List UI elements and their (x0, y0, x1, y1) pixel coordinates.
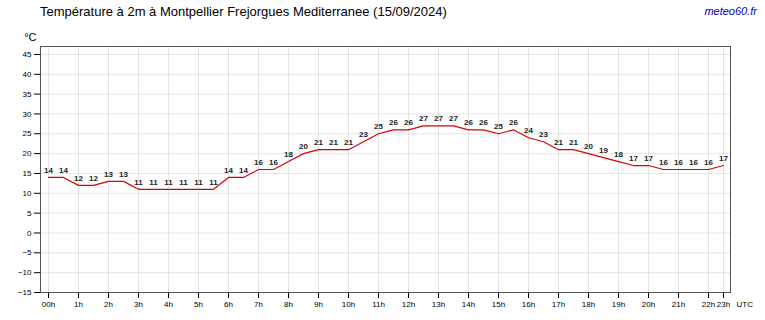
svg-text:7h: 7h (254, 300, 263, 309)
svg-text:20: 20 (23, 149, 32, 158)
svg-text:27: 27 (419, 114, 428, 123)
svg-text:13h: 13h (432, 300, 445, 309)
svg-text:23: 23 (539, 130, 548, 139)
svg-text:20: 20 (299, 142, 308, 151)
svg-text:17: 17 (644, 154, 653, 163)
svg-text:16: 16 (704, 158, 713, 167)
svg-text:26: 26 (479, 118, 488, 127)
svg-text:15h: 15h (492, 300, 505, 309)
svg-text:21: 21 (344, 138, 353, 147)
svg-text:14: 14 (59, 166, 68, 175)
svg-text:23: 23 (359, 130, 368, 139)
svg-text:16: 16 (254, 158, 263, 167)
svg-text:25: 25 (23, 129, 32, 138)
svg-text:1h: 1h (74, 300, 83, 309)
svg-text:15: 15 (23, 169, 32, 178)
svg-text:10: 10 (23, 189, 32, 198)
svg-text:17: 17 (719, 154, 728, 163)
svg-text:0: 0 (27, 229, 32, 238)
svg-text:23h: 23h (717, 300, 730, 309)
svg-text:21: 21 (314, 138, 323, 147)
svg-text:40: 40 (23, 70, 32, 79)
svg-text:14: 14 (239, 166, 248, 175)
svg-text:12: 12 (74, 174, 83, 183)
svg-text:16: 16 (659, 158, 668, 167)
svg-text:16h: 16h (522, 300, 535, 309)
svg-text:13: 13 (104, 170, 113, 179)
svg-text:30: 30 (23, 110, 32, 119)
svg-text:11: 11 (179, 178, 188, 187)
svg-text:−10: −10 (18, 268, 32, 277)
svg-text:−5: −5 (22, 248, 32, 257)
svg-text:26: 26 (509, 118, 518, 127)
svg-text:14: 14 (44, 166, 53, 175)
svg-text:27: 27 (449, 114, 458, 123)
svg-text:11: 11 (149, 178, 158, 187)
svg-text:21: 21 (569, 138, 578, 147)
svg-text:4h: 4h (164, 300, 173, 309)
svg-text:20: 20 (584, 142, 593, 151)
svg-text:22h: 22h (702, 300, 715, 309)
svg-text:°C: °C (24, 31, 36, 43)
svg-text:17h: 17h (552, 300, 565, 309)
svg-text:14h: 14h (462, 300, 475, 309)
svg-text:24: 24 (524, 126, 533, 135)
svg-text:00h: 00h (42, 300, 55, 309)
svg-text:12: 12 (89, 174, 98, 183)
svg-text:18h: 18h (582, 300, 595, 309)
svg-text:6h: 6h (224, 300, 233, 309)
svg-text:11: 11 (134, 178, 143, 187)
html-text:Température à 2m à Montpellier: Température à 2m à Montpellier Frejorgue… (40, 3, 447, 19)
svg-text:3h: 3h (134, 300, 143, 309)
svg-text:27: 27 (434, 114, 443, 123)
svg-text:18: 18 (614, 150, 623, 159)
svg-text:35: 35 (23, 90, 32, 99)
svg-text:19: 19 (599, 146, 608, 155)
svg-text:25: 25 (374, 122, 383, 131)
svg-text:9h: 9h (314, 300, 323, 309)
svg-text:11: 11 (164, 178, 173, 187)
html-text:meteo60.fr: meteo60.fr (704, 5, 757, 17)
svg-text:19h: 19h (612, 300, 625, 309)
svg-text:25: 25 (494, 122, 503, 131)
svg-text:−15: −15 (18, 288, 32, 297)
svg-text:11h: 11h (372, 300, 385, 309)
svg-text:17: 17 (629, 154, 638, 163)
svg-text:UTC: UTC (737, 300, 754, 309)
svg-text:11: 11 (194, 178, 203, 187)
svg-text:45: 45 (23, 50, 32, 59)
svg-text:21: 21 (554, 138, 563, 147)
svg-text:16: 16 (269, 158, 278, 167)
svg-text:26: 26 (404, 118, 413, 127)
svg-text:21h: 21h (672, 300, 685, 309)
svg-text:14: 14 (224, 166, 233, 175)
svg-text:20h: 20h (642, 300, 655, 309)
svg-text:10h: 10h (342, 300, 355, 309)
svg-text:26: 26 (464, 118, 473, 127)
svg-text:2h: 2h (104, 300, 113, 309)
svg-text:18: 18 (284, 150, 293, 159)
svg-text:12h: 12h (402, 300, 415, 309)
svg-text:11: 11 (209, 178, 218, 187)
svg-text:5: 5 (27, 209, 32, 218)
svg-text:21: 21 (329, 138, 338, 147)
svg-text:13: 13 (119, 170, 128, 179)
svg-text:16: 16 (689, 158, 698, 167)
svg-text:8h: 8h (284, 300, 293, 309)
svg-text:16: 16 (674, 158, 683, 167)
svg-text:26: 26 (389, 118, 398, 127)
svg-text:5h: 5h (194, 300, 203, 309)
